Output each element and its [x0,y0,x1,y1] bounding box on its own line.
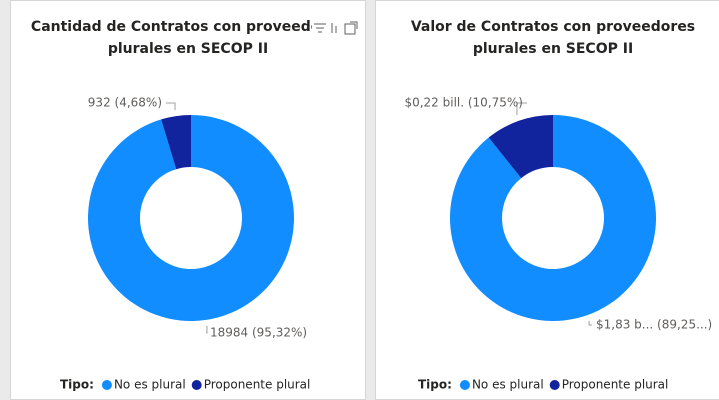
legend-title: Tipo: [418,378,452,392]
legend-label: Proponente plural [562,378,669,392]
donut-slice [488,115,553,179]
leader-line [206,325,208,334]
visual-panel [10,0,366,400]
data-label: 932 (4,68%) [88,96,162,110]
visual-panel [375,0,719,400]
data-label: 18984 (95,32%) [210,326,307,340]
chart-title: Valor de Contratos con proveedores plura… [410,19,696,57]
data-label: $0,22 bill. (10,75%) [404,96,523,110]
data-label: $1,83 b... (89,25...) [596,318,712,332]
leader-line [588,320,592,326]
legend-marker [549,380,560,390]
icons [314,21,358,35]
legend-marker [101,380,112,390]
visual-header-icons[interactable] [312,18,362,38]
donut-slice [87,115,295,321]
legend-marker [459,380,470,390]
chart-title: Cantidad de Contratos con proveedores pl… [30,19,346,57]
legend-title: Tipo: [60,378,94,392]
donut-slice [450,115,656,321]
legend-label: No es plural [472,378,544,392]
leader-line [516,102,527,116]
legend-label: Proponente plural [204,378,311,392]
leader-line [166,102,176,111]
donut-slice [161,115,191,170]
legend-label: No es plural [114,378,186,392]
legend-marker [191,380,202,390]
